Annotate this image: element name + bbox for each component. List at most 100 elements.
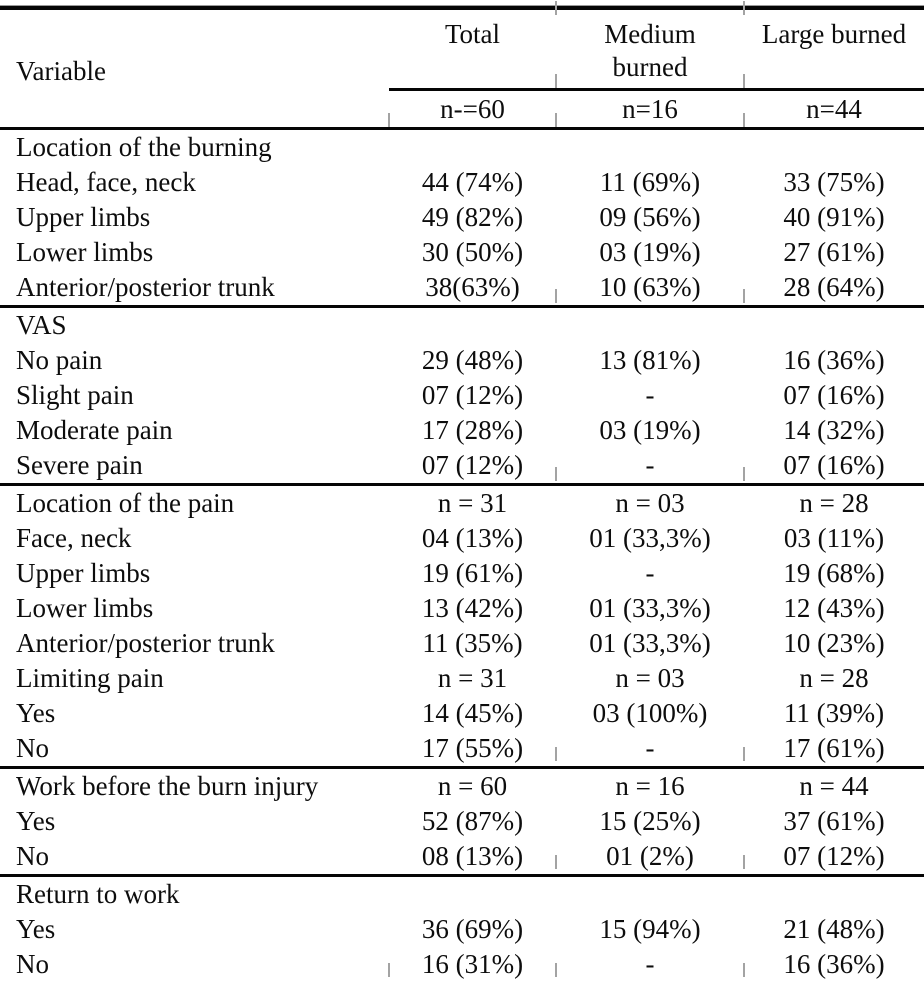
value-cell: n = 44 bbox=[799, 771, 869, 801]
column-separator-tick bbox=[743, 855, 745, 869]
value-cell: 07 (12%) bbox=[744, 839, 924, 877]
value-cell: 29 (48%) bbox=[421, 345, 524, 375]
table-row: No 08 (13%) 01 (2%) 07 (12%) bbox=[0, 839, 924, 877]
table-row: Moderate pain 17 (28%) 03 (19%) 14 (32%) bbox=[0, 413, 924, 448]
value-cell: 15 (94%) bbox=[599, 914, 701, 944]
row-label-cell: Lower limbs bbox=[16, 593, 154, 623]
column-separator-tick bbox=[743, 747, 745, 761]
value-cell: n = 31 bbox=[437, 488, 508, 518]
value-cell: 28 (64%) bbox=[744, 270, 924, 308]
column-separator-tick bbox=[555, 467, 557, 481]
table-row: No pain 29 (48%) 13 (81%) 16 (36%) bbox=[0, 343, 924, 378]
table-row: Severe pain 07 (12%) -07 (16%) bbox=[0, 448, 924, 486]
value-cell: n = 03 bbox=[615, 488, 685, 518]
table-row: Anterior/posterior trunk 38(63%) 10 (63%) 2… bbox=[0, 270, 924, 308]
value-cell: 07 (16%) bbox=[744, 448, 924, 486]
table-row: Location of the pain n = 31 n = 03 n = 28 bbox=[0, 485, 924, 522]
table-row: Return to work bbox=[0, 876, 924, 913]
large-n-value: n=44 bbox=[744, 89, 924, 130]
value-cell bbox=[744, 129, 924, 166]
value-cell: n = 03 bbox=[615, 663, 685, 693]
value-cell: - bbox=[556, 731, 744, 769]
row-label-cell: VAS bbox=[16, 310, 67, 340]
value-cell: 14 (32%) bbox=[783, 415, 885, 445]
table-row: Slight pain 07 (12%) - 07 (16%) bbox=[0, 378, 924, 413]
column-separator-tick bbox=[743, 113, 745, 127]
value-cell: 09 (56%) bbox=[599, 202, 701, 232]
table-row: Work before the burn injury n = 60 n = 16 n… bbox=[0, 768, 924, 805]
table-row: VAS bbox=[0, 307, 924, 344]
value-cell: 07 (12%) bbox=[389, 448, 556, 486]
table-row: Face, neck 04 (13%) 01 (33,3%) 03 (11%) bbox=[0, 521, 924, 556]
variable-column-header: Variable bbox=[16, 55, 106, 86]
value-cell: 01 (2%) bbox=[556, 839, 744, 877]
column-separator-tick bbox=[743, 467, 745, 481]
value-cell: 04 (13%) bbox=[421, 523, 524, 553]
value-cell: 17 (55%) bbox=[389, 731, 556, 769]
value-cell: 14 (45%) bbox=[421, 698, 524, 728]
large-burned-column-header: Large burned bbox=[744, 10, 924, 91]
row-label-cell: Upper limbs bbox=[16, 202, 151, 232]
value-cell: n = 31 bbox=[437, 663, 508, 693]
value-cell: 40 (91%) bbox=[783, 202, 885, 232]
value-cell: n = 28 bbox=[799, 488, 869, 518]
column-separator-tick bbox=[388, 963, 390, 977]
medium-burned-column-header: Medium burned bbox=[556, 10, 744, 91]
column-separator-tick bbox=[555, 74, 557, 88]
table-row: Upper limbs 49 (82%) 09 (56%) 40 (91%) bbox=[0, 200, 924, 235]
total-column-header: Total bbox=[389, 10, 556, 91]
value-cell bbox=[389, 129, 556, 166]
column-separator-tick bbox=[743, 1, 745, 15]
row-label-cell: Lower limbs bbox=[16, 237, 154, 267]
table-row: Yes 52 (87%) 15 (25%) 37 (61%) bbox=[0, 804, 924, 839]
value-cell: 10 (23%) bbox=[783, 628, 885, 658]
row-label-cell: Slight pain bbox=[16, 380, 134, 410]
row-label-cell: No bbox=[0, 839, 389, 877]
value-cell: 01 (33,3%) bbox=[589, 628, 711, 658]
column-separator-tick bbox=[743, 963, 745, 977]
results-table: Variable Total Medium burned Large burne… bbox=[0, 10, 924, 982]
value-cell: 17 (28%) bbox=[421, 415, 524, 445]
value-cell: 21 (48%) bbox=[783, 914, 885, 944]
value-cell: 12 (43%) bbox=[783, 593, 885, 623]
column-separator-tick bbox=[743, 74, 745, 88]
value-cell: 16 (36%) bbox=[783, 949, 885, 979]
table-row: Lower limbs 13 (42%) 01 (33,3%) 12 (43%) bbox=[0, 591, 924, 626]
row-label-cell: Limiting pain bbox=[16, 663, 164, 693]
row-label-cell: Severe pain bbox=[0, 448, 389, 486]
value-cell: 03 (11%) bbox=[783, 523, 885, 553]
row-label-cell: Anterior/posterior trunk bbox=[0, 270, 389, 308]
value-cell: - bbox=[556, 448, 744, 486]
row-label-cell: Head, face, neck bbox=[16, 167, 196, 197]
table-row: Lower limbs 30 (50%) 03 (19%) 27 (61%) bbox=[0, 235, 924, 270]
column-separator-tick bbox=[555, 113, 557, 127]
value-cell: 19 (61%) bbox=[421, 558, 524, 588]
value-cell: - bbox=[645, 949, 655, 979]
value-cell bbox=[556, 129, 744, 166]
value-cell: 19 (68%) bbox=[783, 558, 885, 588]
value-cell: 16 (36%) bbox=[783, 345, 885, 375]
value-cell: 52 (87%) bbox=[421, 806, 524, 836]
value-cell: 17 (61%) bbox=[744, 731, 924, 769]
value-cell bbox=[556, 307, 744, 344]
table-row: Upper limbs 19 (61%) - 19 (68%) bbox=[0, 556, 924, 591]
value-cell bbox=[389, 876, 556, 913]
header-row-n-values: n-=60 n=16 n=44 bbox=[0, 89, 924, 130]
value-cell bbox=[389, 307, 556, 344]
value-cell: n = 60 bbox=[437, 771, 508, 801]
row-label-cell: Yes bbox=[16, 914, 56, 944]
table-header: Variable Total Medium burned Large burne… bbox=[0, 10, 924, 130]
value-cell: n = 16 bbox=[615, 771, 685, 801]
value-cell: 03 (19%) bbox=[599, 237, 701, 267]
value-cell: 07 (16%) bbox=[783, 380, 885, 410]
table-row: Yes 36 (69%) 15 (94%) 21 (48%) bbox=[0, 912, 924, 947]
value-cell: - bbox=[645, 558, 655, 588]
value-cell: 16 (31%) bbox=[421, 949, 524, 979]
value-cell: 11 (39%) bbox=[783, 698, 885, 728]
empty-header-cell bbox=[0, 89, 389, 130]
medium-n-value: n=16 bbox=[556, 89, 744, 130]
value-cell: 03 (100%) bbox=[592, 698, 708, 728]
value-cell: 10 (63%) bbox=[556, 270, 744, 308]
value-cell bbox=[744, 307, 924, 344]
table-top-rule bbox=[0, 5, 924, 10]
